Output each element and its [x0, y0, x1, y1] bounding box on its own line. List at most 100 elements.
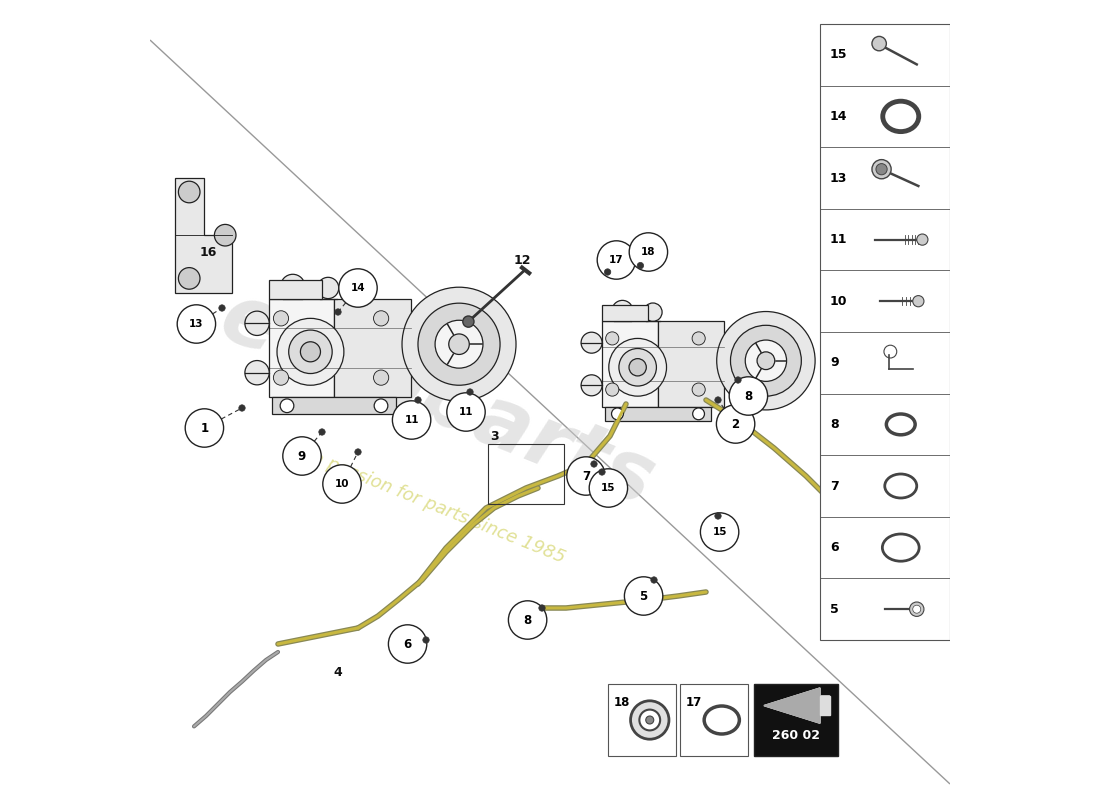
- Circle shape: [872, 36, 887, 51]
- Text: 2: 2: [732, 418, 739, 430]
- Circle shape: [245, 311, 270, 335]
- Circle shape: [715, 397, 722, 403]
- Text: 18: 18: [614, 696, 630, 709]
- Text: 8: 8: [830, 418, 838, 431]
- Text: 17: 17: [609, 255, 624, 265]
- Text: 7: 7: [582, 470, 590, 482]
- Circle shape: [715, 513, 722, 519]
- Circle shape: [178, 268, 200, 290]
- Circle shape: [606, 332, 619, 345]
- Circle shape: [604, 269, 611, 275]
- Circle shape: [639, 710, 660, 730]
- Text: europarts: europarts: [209, 276, 667, 524]
- Circle shape: [916, 234, 928, 245]
- Circle shape: [388, 625, 427, 663]
- Circle shape: [508, 601, 547, 639]
- Circle shape: [735, 377, 741, 383]
- Text: 11: 11: [459, 407, 473, 417]
- Circle shape: [277, 318, 344, 386]
- Circle shape: [280, 399, 294, 413]
- Text: 10: 10: [830, 294, 847, 308]
- Text: 15: 15: [713, 527, 727, 537]
- Circle shape: [590, 469, 628, 507]
- Circle shape: [214, 225, 236, 246]
- Circle shape: [612, 300, 632, 322]
- Circle shape: [339, 269, 377, 307]
- Text: 11: 11: [830, 233, 847, 246]
- Text: 8: 8: [745, 390, 752, 402]
- Circle shape: [629, 358, 647, 376]
- Circle shape: [745, 340, 786, 382]
- Circle shape: [288, 330, 332, 374]
- Circle shape: [730, 326, 801, 396]
- Circle shape: [239, 405, 245, 411]
- Text: 3: 3: [490, 430, 498, 442]
- Circle shape: [355, 449, 361, 455]
- Circle shape: [322, 465, 361, 503]
- Circle shape: [629, 233, 668, 271]
- Circle shape: [651, 577, 657, 583]
- Circle shape: [716, 405, 755, 443]
- Polygon shape: [175, 178, 232, 293]
- Bar: [272, 398, 396, 414]
- Circle shape: [913, 605, 921, 613]
- Circle shape: [219, 305, 225, 311]
- Circle shape: [274, 370, 288, 386]
- Circle shape: [466, 389, 473, 395]
- Text: 14: 14: [351, 283, 365, 293]
- Text: 7: 7: [830, 479, 838, 493]
- Bar: [607, 684, 675, 756]
- Bar: [821, 24, 950, 640]
- Circle shape: [913, 295, 924, 307]
- Circle shape: [692, 383, 705, 396]
- Text: 5: 5: [639, 590, 648, 602]
- Text: 13: 13: [189, 319, 204, 329]
- Circle shape: [598, 469, 605, 475]
- Text: 18: 18: [641, 247, 656, 257]
- Circle shape: [283, 437, 321, 475]
- Circle shape: [757, 352, 774, 370]
- Circle shape: [872, 160, 891, 179]
- Bar: [602, 305, 648, 322]
- Circle shape: [178, 182, 200, 203]
- Circle shape: [274, 310, 288, 326]
- Bar: [487, 444, 563, 504]
- Text: 13: 13: [830, 171, 847, 185]
- Circle shape: [418, 303, 500, 386]
- Circle shape: [436, 320, 483, 368]
- Circle shape: [185, 409, 223, 447]
- Text: 4: 4: [333, 666, 342, 678]
- Circle shape: [644, 303, 662, 322]
- Bar: [754, 684, 838, 756]
- Circle shape: [245, 361, 270, 385]
- Circle shape: [630, 701, 669, 739]
- Text: 260 02: 260 02: [772, 730, 820, 742]
- Circle shape: [422, 637, 429, 643]
- Circle shape: [612, 408, 624, 420]
- Circle shape: [910, 602, 924, 616]
- Circle shape: [646, 716, 653, 724]
- Circle shape: [701, 513, 739, 551]
- Circle shape: [608, 338, 667, 396]
- Text: 9: 9: [298, 450, 306, 462]
- Text: 17: 17: [686, 696, 702, 709]
- Polygon shape: [764, 688, 829, 723]
- Circle shape: [447, 393, 485, 431]
- Circle shape: [402, 287, 516, 402]
- Bar: [334, 298, 410, 398]
- Text: 16: 16: [200, 246, 217, 258]
- Circle shape: [637, 262, 644, 269]
- Circle shape: [318, 278, 339, 298]
- Text: 10: 10: [334, 479, 350, 489]
- Circle shape: [449, 334, 470, 354]
- Circle shape: [463, 316, 474, 327]
- Text: 6: 6: [404, 638, 411, 650]
- Text: 11: 11: [405, 415, 419, 425]
- Circle shape: [693, 408, 704, 420]
- Circle shape: [597, 241, 636, 279]
- Text: 1: 1: [200, 422, 209, 434]
- Circle shape: [876, 164, 888, 175]
- Circle shape: [374, 370, 388, 386]
- Circle shape: [619, 349, 657, 386]
- Circle shape: [374, 399, 388, 413]
